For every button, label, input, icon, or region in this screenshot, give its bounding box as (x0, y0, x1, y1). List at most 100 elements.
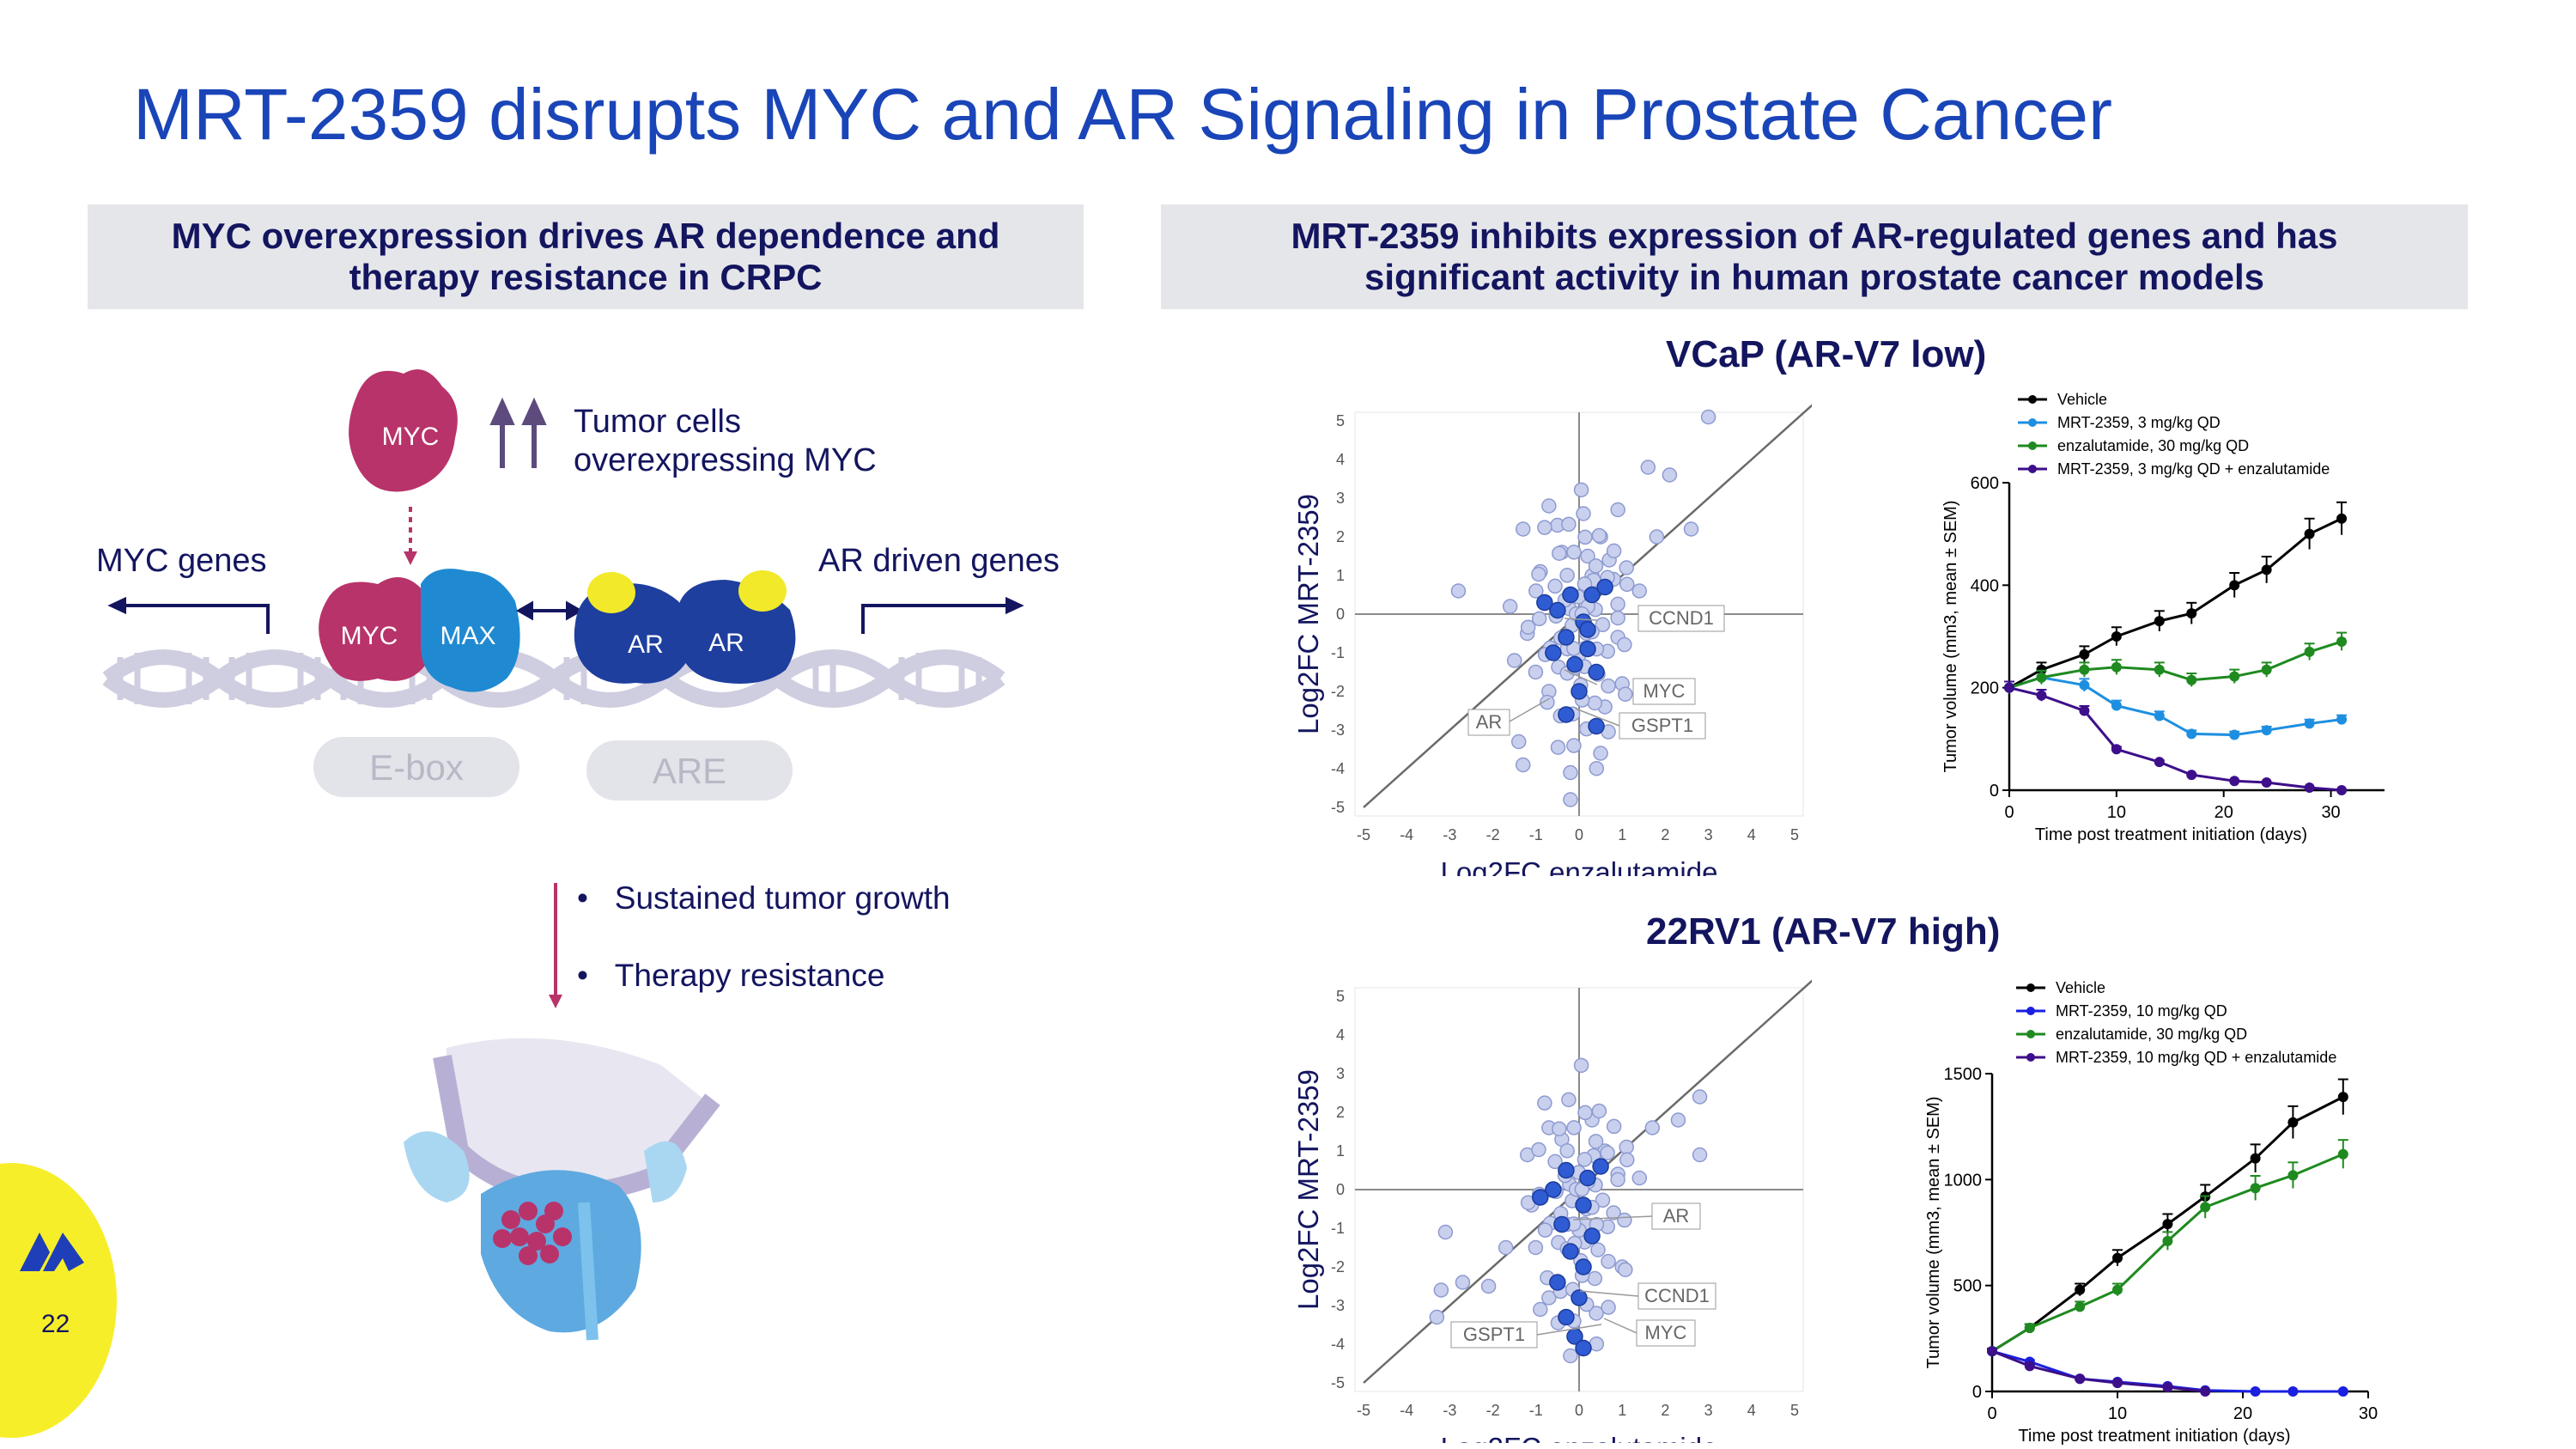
legend-entry: Vehicle (2057, 391, 2107, 408)
data-point (2229, 671, 2240, 682)
gene-label-box (1467, 709, 1510, 736)
legend-entry: MRT-2359, 3 mg/kg QD (2057, 414, 2221, 431)
data-point (2200, 1386, 2211, 1397)
y-tick-label: -2 (1331, 1258, 1345, 1275)
highlighted-point (1579, 1169, 1596, 1187)
scatter-point (1520, 619, 1536, 635)
scatter-point (1577, 1105, 1593, 1121)
vcap-tumor-volume-chart: 0 10 20 30 0 200 400 600 Vehicle MRT-2359, 3 mg/k… (1941, 391, 2385, 844)
scatter-point (1618, 1262, 1633, 1277)
data-point (2186, 674, 2197, 685)
data-point (2162, 1219, 2173, 1230)
max-label: MAX (440, 622, 495, 650)
data-point (2075, 1373, 2086, 1385)
y-axis-label: Log2FC MRT-2359 (1292, 494, 1324, 734)
scatter-point (1577, 576, 1593, 592)
scatter-point (1429, 1309, 1445, 1325)
dna-helix (102, 649, 1005, 708)
data-point (2250, 1183, 2261, 1194)
y-tick-label: 5 (1336, 412, 1345, 429)
myc-top-label: MYC (382, 423, 440, 451)
highlighted-point (1558, 629, 1575, 646)
data-point (2336, 714, 2348, 725)
y-tick-label: 5 (1336, 988, 1345, 1005)
data-point (2036, 672, 2047, 683)
scatter-point (1563, 792, 1578, 807)
left-header-line2: therapy resistance in CRPC (349, 257, 823, 297)
scatter-point (1610, 610, 1625, 626)
scatter-point (1537, 1095, 1552, 1111)
y-axis-label: Log2FC MRT-2359 (1292, 1069, 1324, 1310)
legend-entry: enzalutamide, 30 mg/kg QD (2056, 1026, 2247, 1043)
x-tick-label: 3 (1704, 826, 1713, 843)
scatter-point (1566, 545, 1582, 560)
data-point (2304, 718, 2315, 729)
scatter-point (1610, 596, 1625, 612)
scatter-point (1640, 460, 1656, 475)
scatter-point (1606, 1205, 1621, 1221)
myc-protein-top (349, 369, 458, 492)
scatter-point (1528, 1239, 1544, 1256)
x-tick-label: 30 (2359, 1404, 2378, 1423)
scatter-point (1619, 1139, 1634, 1155)
scatter-point (1515, 521, 1531, 537)
gene-label-box (1619, 712, 1706, 740)
up-arrows-icon (489, 397, 547, 468)
data-point (2186, 608, 2197, 619)
y-tick-label: -1 (1331, 644, 1345, 661)
data-point (2304, 782, 2315, 794)
scatter-point (1617, 1212, 1632, 1228)
y-tick-label: 0 (1336, 1181, 1345, 1198)
data-point (2186, 728, 2197, 740)
highlighted-point (1562, 586, 1579, 604)
data-point (2229, 776, 2240, 787)
highlighted-point (1558, 1308, 1575, 1326)
highlighted-point (1583, 586, 1601, 604)
highlighted-point (1532, 1189, 1549, 1206)
double-arrow-icon (515, 600, 584, 621)
gene-label-leader (1572, 1215, 1653, 1221)
scatter-point (1559, 568, 1575, 583)
data-point (2112, 1284, 2123, 1295)
left-header-line1: MYC overexpression drives AR dependence … (171, 216, 1000, 256)
scatter-point (1590, 1242, 1606, 1257)
highlighted-point (1579, 621, 1596, 638)
scatter-point (1595, 1192, 1611, 1209)
x-tick-label: 1 (1618, 826, 1626, 843)
data-point (2200, 1202, 2211, 1213)
data-point (2336, 513, 2348, 524)
gene-label-leader (1575, 708, 1620, 727)
scatter-point (1561, 1092, 1577, 1108)
legend-swatch-dot (2028, 418, 2037, 427)
right-header-line2: significant activity in human prostate c… (1364, 257, 2264, 297)
x-tick-label: 1 (1618, 1402, 1626, 1419)
series-line (1991, 1153, 2344, 1353)
gene-label: CCND1 (1644, 1285, 1710, 1306)
scatter-point (1595, 617, 1611, 633)
highlighted-point (1545, 1181, 1562, 1198)
company-logo-icon (20, 1233, 84, 1271)
scatter-point (1587, 695, 1603, 711)
scatter-point (1537, 520, 1552, 535)
scatter-point (1589, 760, 1605, 776)
x-axis-label: Time post treatment initiation (days) (2035, 825, 2307, 844)
data-point (2250, 1153, 2261, 1164)
data-point (2079, 648, 2090, 660)
gene-label-box (1450, 1321, 1538, 1349)
x-tick-label: 20 (2215, 803, 2233, 822)
gene-label: GSPT1 (1631, 715, 1693, 736)
legend-entry: Vehicle (2056, 979, 2105, 996)
highlighted-point (1592, 1158, 1609, 1175)
data-point (2287, 1170, 2299, 1181)
y-axis-label: Tumor volume (mm3, mean ± SEM) (1941, 501, 1960, 773)
scatter-point (1547, 1154, 1563, 1170)
consequence-arrow-head (549, 995, 562, 1008)
scatter-point (1433, 1282, 1449, 1298)
data-point (2154, 710, 2165, 721)
scatter-point (1591, 527, 1607, 544)
scatter-point (1692, 1147, 1708, 1163)
vcap-chart-title: VCaP (AR-V7 low) (1666, 333, 1987, 375)
gene-label: AR (1476, 711, 1503, 733)
scatter-point (1606, 543, 1622, 559)
data-point (2024, 1361, 2035, 1372)
